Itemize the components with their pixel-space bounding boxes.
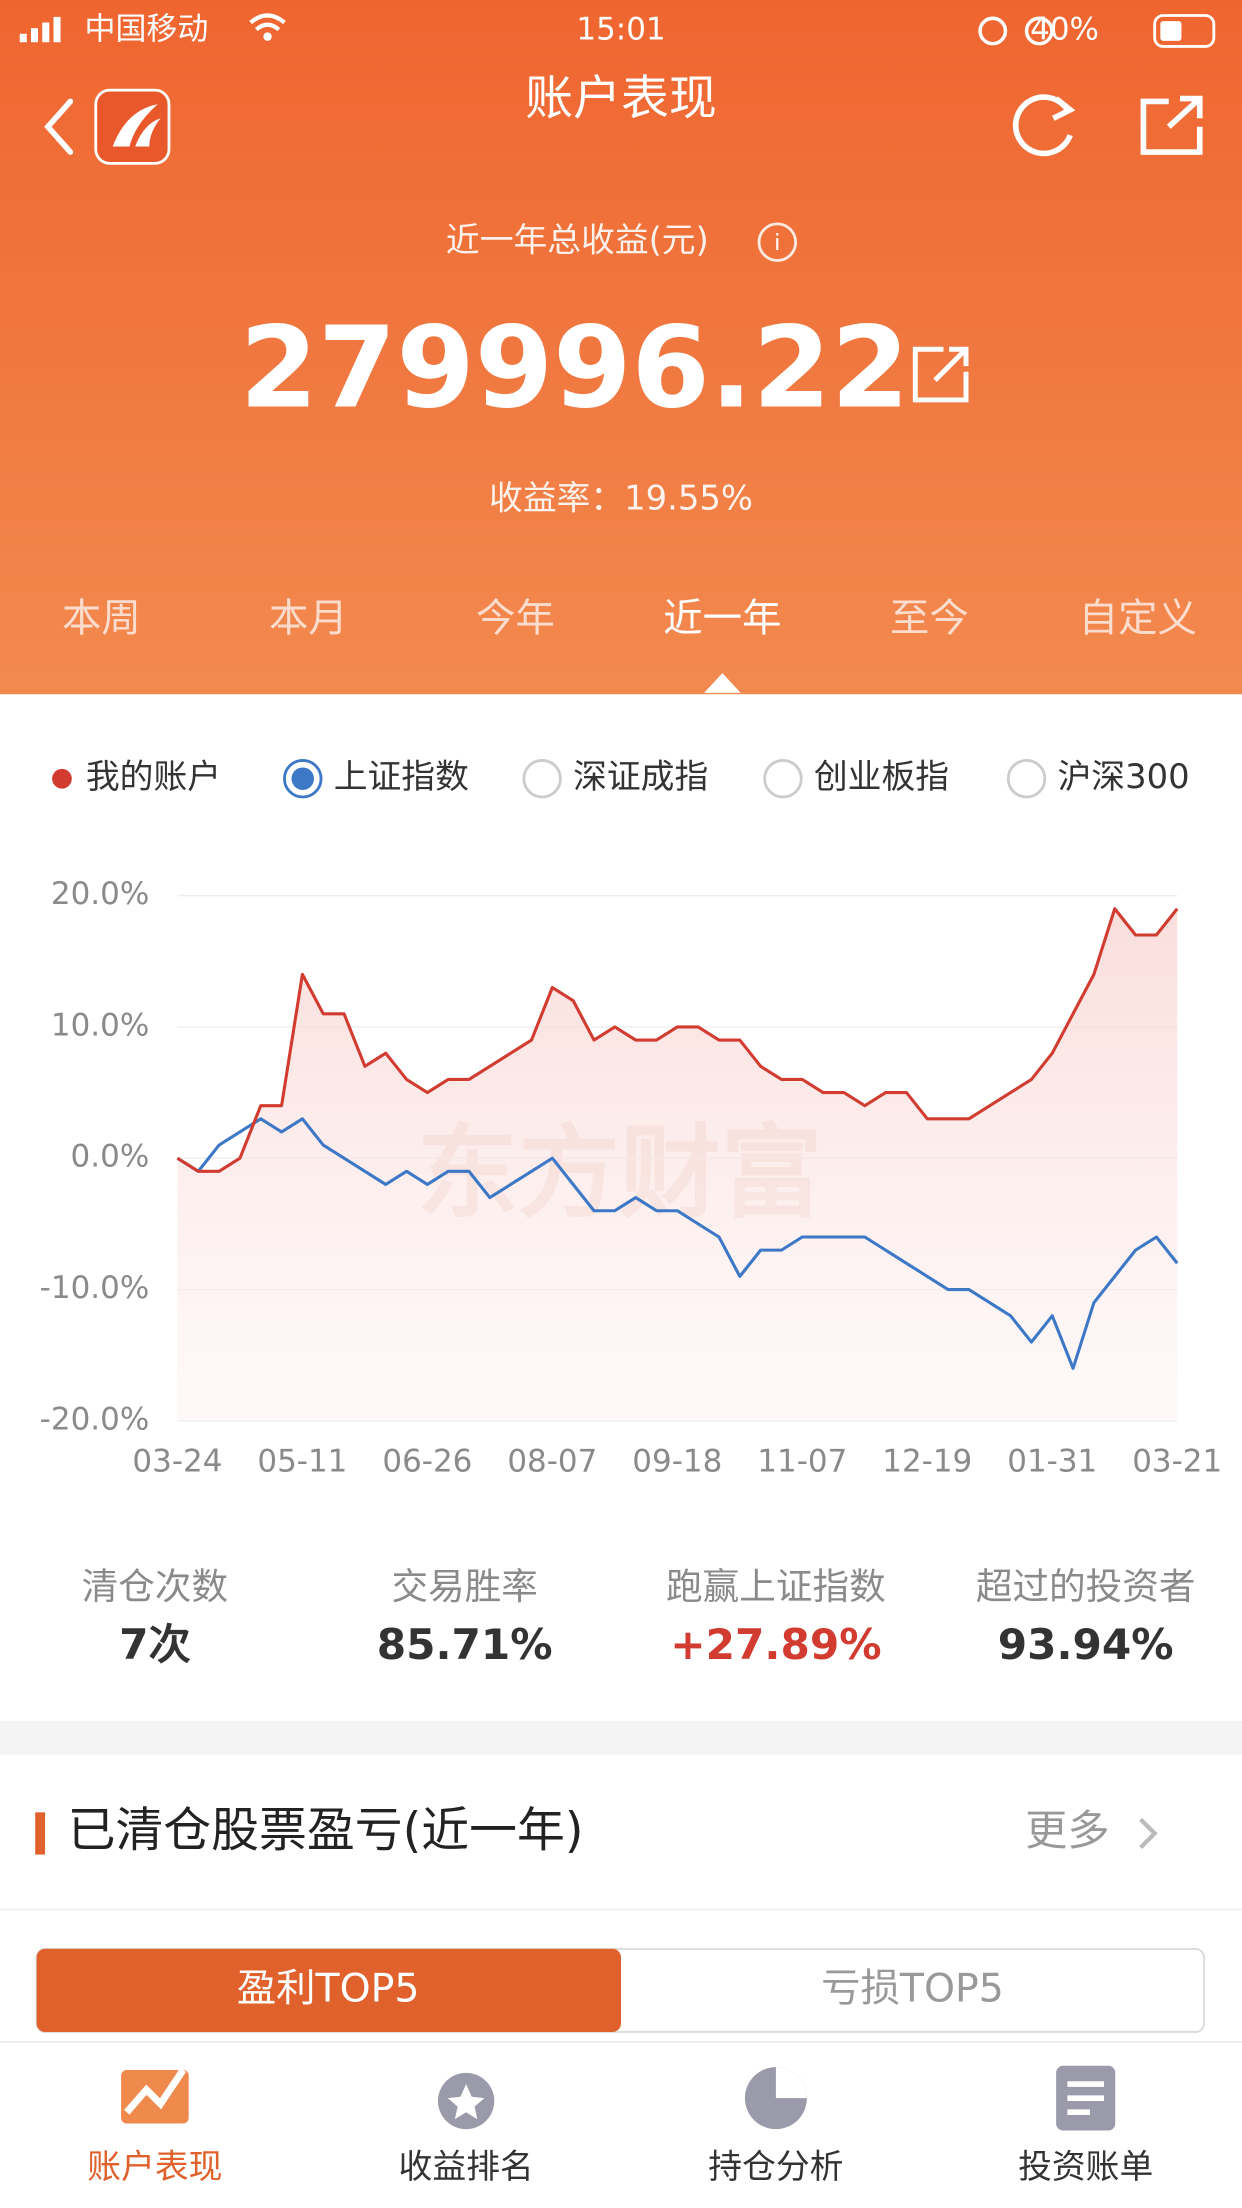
x-tick-label: 03-21 (1132, 1444, 1222, 1480)
index-radio[interactable] (763, 759, 803, 799)
y-tick-label: -20.0% (40, 1401, 150, 1437)
bottom-nav-bg (0, 2041, 1242, 2208)
x-tick-label: 12-19 (882, 1444, 972, 1480)
stat-label: 超过的投资者 (976, 1565, 1196, 1608)
legend-label: 上证指数 (334, 757, 469, 796)
clock: 15:01 (576, 11, 665, 47)
nav-label[interactable]: 持仓分析 (708, 2147, 843, 2186)
x-tick-label: 01-31 (1007, 1444, 1097, 1480)
stat-label: 清仓次数 (82, 1565, 228, 1608)
nav-label[interactable]: 账户表现 (87, 2147, 222, 2186)
header-bg (0, 0, 1242, 695)
period-tab[interactable]: 自定义 (1079, 595, 1197, 641)
stat-value: +27.89% (670, 1620, 881, 1669)
nav-icon-bills (1056, 2065, 1116, 2131)
section-title: 已清仓股票盈亏(近一年) (68, 1803, 584, 1858)
info-button[interactable] (757, 222, 798, 262)
period-tab[interactable]: 今年 (476, 595, 555, 641)
index-option: 深证成指 (573, 757, 708, 796)
nav-icon-performance (121, 2068, 189, 2124)
more-link[interactable]: 更多 (1025, 1806, 1109, 1855)
y-tick-label: 10.0% (51, 1007, 149, 1043)
refresh-button[interactable] (1012, 94, 1073, 157)
period-tab[interactable]: 本周 (62, 595, 141, 641)
battery-percent: 40% (1030, 11, 1099, 47)
battery-icon (1153, 14, 1216, 48)
series-line (176, 1117, 1179, 1370)
x-tick-label: 03-24 (132, 1444, 222, 1480)
more-chevron (1139, 1817, 1158, 1850)
stat-label: 交易胜率 (391, 1565, 537, 1608)
toggle-tab[interactable]: 盈利TOP5 (237, 1966, 420, 2012)
x-tick-label: 06-26 (382, 1444, 472, 1480)
info-glyph: i (774, 230, 780, 256)
nav-icon-holdings (744, 2067, 807, 2130)
battery-level (1160, 21, 1182, 41)
x-tick-label: 05-11 (257, 1444, 347, 1480)
index-radio[interactable] (1006, 759, 1047, 799)
share-button[interactable] (1140, 95, 1203, 155)
summary-label: 近一年总收益(元) (446, 221, 709, 260)
stat-value: 7次 (119, 1620, 191, 1669)
toggle-active[interactable] (36, 1948, 621, 2032)
period-tab[interactable]: 近一年 (663, 595, 781, 641)
series-line (176, 907, 1179, 1173)
toggle-tab[interactable]: 亏损TOP5 (821, 1966, 1004, 2012)
wifi-icon (249, 13, 286, 32)
summary-value: 279996.22 (240, 302, 910, 434)
y-tick-label: 20.0% (51, 876, 149, 912)
y-tick-label: 0.0% (71, 1139, 150, 1175)
legend-dot (52, 768, 72, 789)
refresh-arrow (1052, 96, 1076, 121)
lock-icon (978, 16, 1008, 46)
nav-label[interactable]: 收益排名 (399, 2147, 534, 2186)
x-tick-label: 11-07 (757, 1444, 847, 1480)
stat-value: 93.94% (998, 1620, 1174, 1669)
x-tick-label: 09-18 (632, 1444, 722, 1480)
section-accent (35, 1812, 46, 1855)
back-button[interactable] (44, 98, 74, 155)
alarm-icon (1024, 16, 1054, 46)
summary-rate: 收益率：19.55% (489, 478, 753, 517)
stat-label: 跑赢上证指数 (666, 1565, 886, 1608)
signal-icon (19, 16, 61, 43)
section-divider (0, 1720, 1242, 1755)
open-link-button[interactable] (912, 346, 969, 403)
period-tab[interactable]: 至今 (890, 595, 969, 641)
legend-radio-dot (291, 767, 315, 790)
tab-pointer (704, 673, 741, 693)
wifi-dot (263, 32, 272, 41)
account-area (177, 908, 1178, 1421)
x-tick-label: 08-07 (507, 1444, 597, 1480)
index-option: 沪深300 (1058, 757, 1190, 796)
period-tab[interactable]: 本月 (269, 595, 348, 641)
stat-value: 85.71% (377, 1620, 553, 1669)
app-logo-mark (112, 104, 161, 147)
legend-label: 我的账户 (86, 757, 221, 796)
index-option: 创业板指 (814, 757, 949, 796)
y-tick-label: -10.0% (40, 1270, 150, 1306)
carrier: 中国移动 (84, 11, 208, 47)
page-title: 账户表现 (525, 71, 716, 126)
nav-label[interactable]: 投资账单 (1018, 2147, 1153, 2186)
index-radio[interactable] (522, 759, 562, 799)
nav-icon-ranking (437, 2072, 495, 2130)
